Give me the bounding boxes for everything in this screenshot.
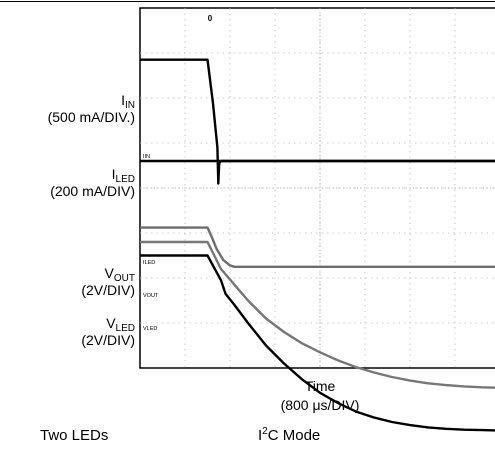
label-iin-sub: IN: [125, 100, 135, 111]
footer-right: I2C Mode: [258, 427, 320, 445]
label-vled-sub: LED: [115, 323, 135, 334]
label-iled: ILED (200 mA/DIV): [50, 166, 135, 200]
x-axis-title: Time: [304, 378, 336, 394]
label-vout-main: V: [104, 265, 114, 281]
label-vout: VOUT (2V/DIV): [81, 265, 135, 299]
footer-right-sup: 2: [262, 426, 268, 437]
label-iled-scale: (200 mA/DIV): [50, 183, 135, 199]
label-iin-main: I: [121, 92, 125, 108]
trace-vled: [140, 254, 495, 432]
label-vled-main: V: [106, 315, 116, 331]
trace-tag-vout: VOUT: [143, 293, 159, 299]
label-iled-sub: LED: [115, 174, 135, 185]
footer-right-pre: I: [258, 427, 263, 444]
trigger-marker: 0: [208, 14, 213, 23]
plot-grid: [140, 8, 495, 368]
x-axis-scale: (800 μs/DIV): [280, 397, 360, 413]
label-iled-main: I: [111, 166, 116, 182]
trace-tag-vled: VLED: [143, 326, 157, 332]
trace-tag-iled: ILED: [143, 260, 155, 266]
top-rule: [0, 1, 495, 2]
label-vled: VLED (2V/DIV): [81, 315, 135, 349]
label-iin-scale: (500 mA/DIV.): [47, 109, 135, 125]
trace-iled: [140, 226, 495, 268]
trace-tag-iin: IIN: [143, 154, 150, 160]
label-vout-scale: (2V/DIV): [81, 282, 135, 298]
plot-traces: [140, 58, 495, 432]
footer-right-post: C Mode: [267, 427, 321, 444]
plot-trace-tags: IIN ILED VOUT VLED: [143, 154, 159, 332]
footer-left: Two LEDs: [40, 427, 109, 444]
trace-vout: [140, 240, 495, 389]
label-vled-scale: (2V/DIV): [81, 332, 135, 348]
label-vout-sub: OUT: [113, 273, 135, 284]
label-iin: IIN (500 mA/DIV.): [48, 92, 135, 126]
